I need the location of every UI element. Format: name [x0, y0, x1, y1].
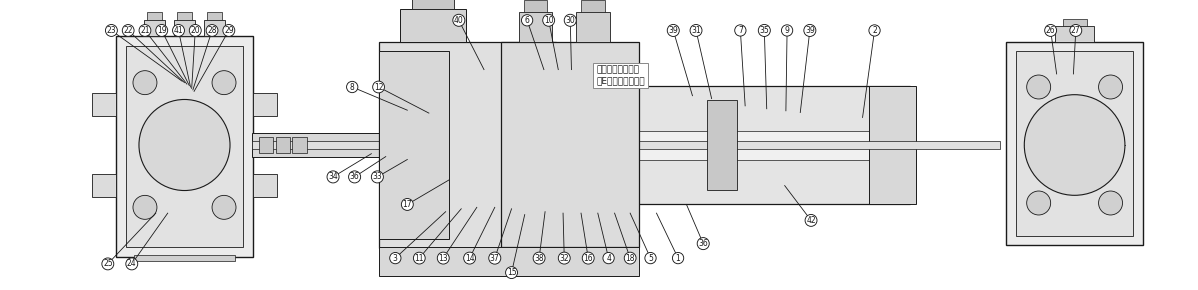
Text: 12: 12	[374, 82, 383, 92]
Text: 18: 18	[625, 253, 635, 263]
Bar	[707, 100, 737, 190]
Text: 6: 6	[525, 16, 530, 25]
Text: 32: 32	[559, 253, 569, 263]
Bar	[379, 51, 449, 239]
Text: 5: 5	[648, 253, 653, 263]
Bar	[869, 86, 916, 204]
Circle shape	[212, 71, 236, 95]
Text: 2: 2	[872, 26, 877, 35]
Circle shape	[1027, 75, 1051, 99]
Text: 1: 1	[676, 253, 680, 263]
Bar	[524, 0, 547, 12]
Text: 28: 28	[207, 26, 217, 35]
Text: 16: 16	[583, 253, 593, 263]
Bar	[252, 133, 381, 157]
Text: 7: 7	[738, 26, 743, 35]
Bar	[581, 0, 605, 12]
Text: 40: 40	[454, 16, 464, 25]
Bar	[177, 12, 192, 20]
Text: 15: 15	[507, 268, 516, 277]
Bar	[253, 174, 277, 197]
Bar	[379, 246, 639, 276]
Text: 33: 33	[373, 172, 382, 182]
Text: 23: 23	[107, 26, 116, 35]
Text: 3: 3	[393, 253, 398, 263]
Bar	[1016, 51, 1133, 236]
Bar	[381, 86, 910, 204]
Circle shape	[212, 195, 236, 219]
Circle shape	[133, 71, 157, 95]
Text: 38: 38	[534, 253, 544, 263]
Bar	[147, 12, 162, 20]
Text: 42: 42	[806, 216, 816, 225]
Text: 14: 14	[465, 253, 474, 263]
Text: 22: 22	[123, 26, 133, 35]
Text: スプリングロック
（Eタイプの場合）: スプリングロック （Eタイプの場合）	[597, 66, 646, 85]
Text: 34: 34	[328, 172, 338, 182]
Bar	[519, 12, 552, 42]
Circle shape	[139, 99, 230, 191]
Bar	[204, 20, 225, 36]
Bar	[92, 174, 116, 197]
Circle shape	[1099, 191, 1123, 215]
Text: 41: 41	[174, 26, 183, 35]
Text: 25: 25	[103, 259, 113, 269]
Text: 17: 17	[403, 200, 412, 209]
Text: 9: 9	[785, 26, 789, 35]
Bar	[276, 137, 290, 153]
Text: 27: 27	[1071, 26, 1081, 35]
Text: 21: 21	[140, 26, 150, 35]
Bar	[253, 93, 277, 116]
Circle shape	[1099, 75, 1123, 99]
Bar	[412, 0, 454, 9]
Text: 36: 36	[698, 239, 708, 248]
Text: 39: 39	[668, 26, 678, 35]
Bar	[576, 12, 610, 42]
Bar	[116, 36, 253, 257]
Bar	[387, 130, 904, 160]
Bar	[134, 255, 235, 261]
Circle shape	[1024, 95, 1125, 195]
Text: 30: 30	[565, 16, 575, 25]
Text: 26: 26	[1046, 26, 1055, 35]
Circle shape	[133, 195, 157, 219]
Text: 35: 35	[760, 26, 769, 35]
Text: 39: 39	[805, 26, 815, 35]
Bar	[1063, 19, 1087, 26]
Text: 20: 20	[190, 26, 200, 35]
Text: 31: 31	[691, 26, 701, 35]
Bar	[174, 20, 195, 36]
Text: 13: 13	[438, 253, 448, 263]
Bar	[259, 137, 273, 153]
Text: 36: 36	[350, 172, 359, 182]
Bar	[1006, 42, 1143, 245]
Circle shape	[1027, 191, 1051, 215]
Text: 4: 4	[606, 253, 611, 263]
Text: 24: 24	[127, 259, 137, 269]
Text: 19: 19	[157, 26, 167, 35]
Bar	[92, 93, 116, 116]
Text: 11: 11	[415, 253, 424, 263]
Text: 8: 8	[350, 82, 355, 92]
Bar	[400, 9, 466, 42]
Bar	[379, 42, 556, 248]
Text: 29: 29	[224, 26, 234, 35]
Text: 37: 37	[490, 253, 500, 263]
Bar	[144, 20, 165, 36]
Bar	[292, 137, 307, 153]
Bar	[207, 12, 222, 20]
Bar	[252, 141, 1000, 149]
Bar	[126, 46, 243, 246]
Bar	[1055, 26, 1094, 42]
Bar	[501, 42, 639, 246]
Text: 10: 10	[544, 16, 553, 25]
